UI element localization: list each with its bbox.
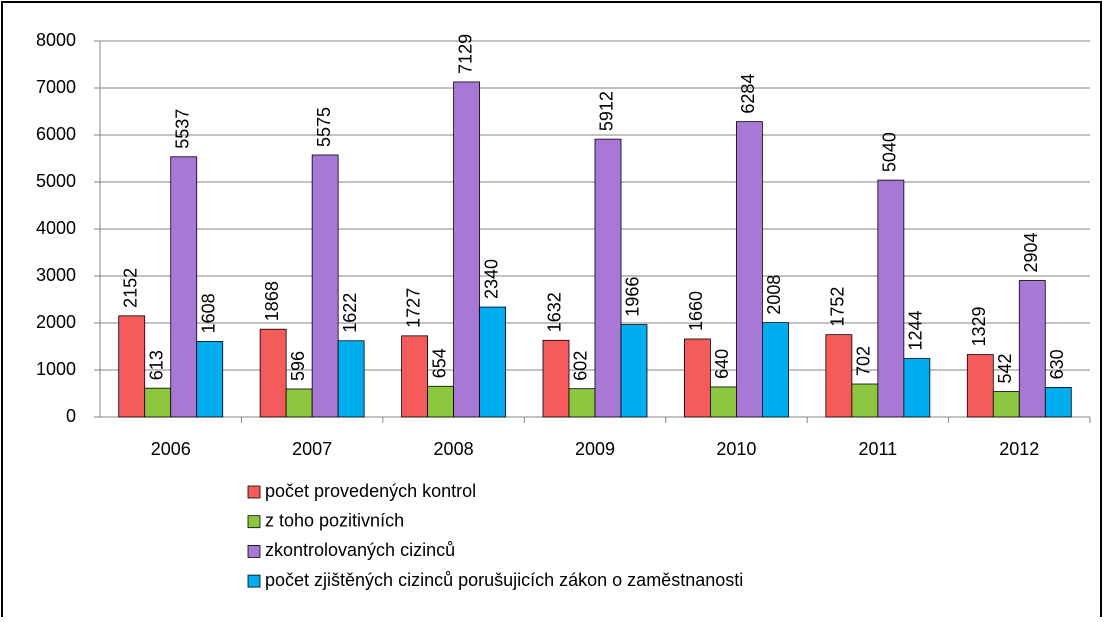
- bar: [762, 322, 789, 418]
- bar: [118, 315, 146, 418]
- x-tick-label: 2009: [575, 439, 615, 459]
- data-label: 5575: [314, 107, 334, 147]
- y-tick-label: 6000: [36, 124, 76, 144]
- data-label: 1632: [545, 292, 565, 332]
- data-label: 2152: [120, 268, 140, 308]
- bar: [736, 121, 763, 418]
- bar: [427, 385, 454, 418]
- data-label: 613: [146, 350, 166, 380]
- legend-swatch: [247, 515, 261, 529]
- bar: [620, 324, 648, 418]
- data-label: 1622: [340, 293, 360, 333]
- data-label: 2340: [481, 259, 501, 299]
- data-label: 1608: [198, 293, 218, 333]
- data-label: 5912: [597, 91, 617, 131]
- y-tick-label: 7000: [36, 77, 76, 97]
- data-label: 6284: [738, 74, 758, 114]
- bar: [196, 341, 224, 418]
- bar: [453, 81, 480, 418]
- data-label: 640: [712, 349, 732, 379]
- x-tick-label: 2012: [999, 439, 1039, 459]
- data-label: 2008: [764, 275, 784, 315]
- x-tick-label: 2008: [434, 439, 474, 459]
- bar: [568, 388, 596, 418]
- bar: [1044, 386, 1072, 418]
- y-tick-label: 3000: [36, 265, 76, 285]
- bar: [877, 179, 905, 418]
- data-label: 630: [1047, 349, 1067, 379]
- bar: [311, 154, 339, 418]
- data-label: 5537: [172, 109, 192, 149]
- y-tick-label: 0: [66, 406, 76, 426]
- data-label: 602: [571, 351, 591, 381]
- legend-label: počet zjištěných cizinců porušujicích zá…: [265, 570, 743, 590]
- y-tick-label: 2000: [36, 312, 76, 332]
- x-tick-label: 2007: [292, 439, 332, 459]
- data-label: 1966: [623, 277, 643, 317]
- bar: [479, 306, 506, 418]
- y-tick-label: 5000: [36, 171, 76, 191]
- data-label: 1752: [828, 287, 848, 327]
- bar: [259, 328, 287, 418]
- bar: [710, 386, 737, 418]
- bar: [851, 383, 879, 418]
- y-tick-label: 4000: [36, 218, 76, 238]
- bar: [992, 391, 1020, 418]
- x-tick-label: 2006: [151, 439, 191, 459]
- bar: [401, 335, 428, 418]
- x-tick-label: 2010: [716, 439, 756, 459]
- data-label: 2904: [1021, 232, 1041, 272]
- data-label: 1244: [906, 310, 926, 350]
- data-label: 1868: [262, 281, 282, 321]
- bar: [1018, 280, 1046, 418]
- data-label: 7129: [455, 34, 475, 74]
- y-tick-label: 8000: [36, 30, 76, 50]
- data-label: 1660: [686, 291, 706, 331]
- bar: [285, 388, 313, 418]
- data-label: 654: [429, 348, 449, 378]
- bar: [966, 354, 994, 418]
- bar: [542, 339, 570, 418]
- legend-label: počet provedených kontrol: [265, 481, 476, 501]
- legend-swatch: [247, 574, 261, 588]
- data-label: 702: [854, 346, 874, 376]
- bar: [684, 338, 711, 418]
- data-label: 5040: [880, 132, 900, 172]
- data-label: 1727: [403, 288, 423, 328]
- bar: [903, 358, 931, 418]
- data-label: 596: [288, 351, 308, 381]
- legend-label: z toho pozitivních: [265, 510, 404, 530]
- bar: [337, 340, 365, 418]
- legend-swatch: [247, 545, 261, 558]
- data-label: 1329: [969, 306, 989, 346]
- x-tick-label: 2011: [858, 439, 897, 459]
- y-tick-label: 1000: [36, 359, 76, 379]
- legend-label: zkontrolovaných cizinců: [265, 540, 455, 560]
- bar: [170, 156, 198, 418]
- legend-swatch: [247, 485, 261, 499]
- bar: [594, 138, 622, 418]
- data-label: 542: [995, 353, 1015, 383]
- bar: [144, 387, 172, 418]
- bar: [825, 334, 853, 418]
